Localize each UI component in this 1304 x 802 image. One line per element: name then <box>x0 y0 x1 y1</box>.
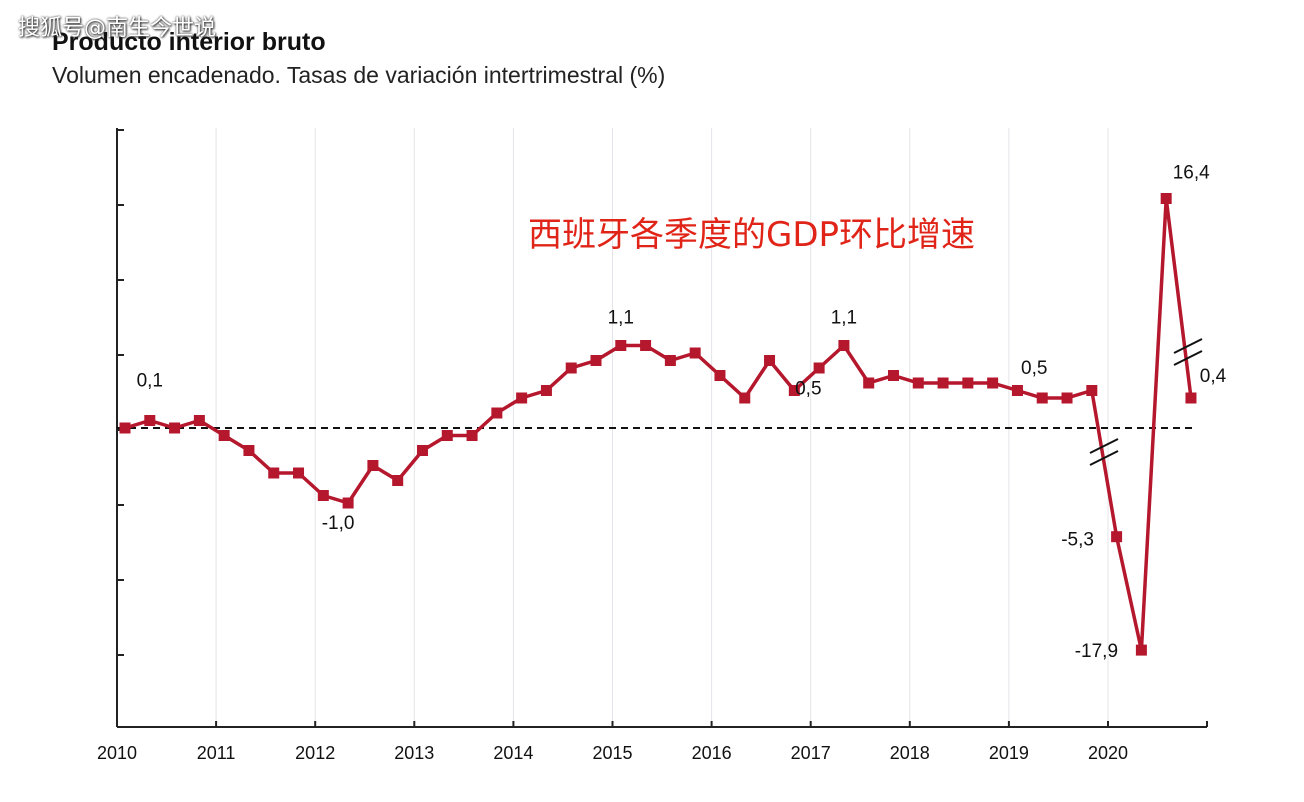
data-point <box>1135 644 1147 656</box>
series-layer <box>117 193 1203 656</box>
data-point <box>317 490 329 501</box>
data-point <box>937 377 949 389</box>
axis-break-mark <box>1089 438 1119 454</box>
chart-subtitle: Volumen encadenado. Tasas de variación i… <box>52 62 666 88</box>
data-point <box>1111 531 1123 543</box>
data-point <box>565 362 577 374</box>
x-tick-label: 2010 <box>97 743 137 763</box>
data-point <box>466 430 478 441</box>
data-point <box>838 340 850 351</box>
data-point <box>441 430 453 441</box>
data-point <box>615 340 627 351</box>
data-point <box>912 377 924 389</box>
x-tick-label: 2014 <box>493 743 533 763</box>
watermark: 搜狐号@南生今世说 <box>18 16 217 41</box>
data-point <box>392 475 404 486</box>
data-point <box>1036 392 1048 404</box>
data-label: 0,5 <box>1021 358 1047 379</box>
data-point <box>516 392 528 404</box>
data-point <box>739 392 751 404</box>
data-point <box>169 422 181 434</box>
data-point <box>689 347 701 359</box>
data-point <box>640 340 652 351</box>
x-tick-label: 2017 <box>791 743 831 763</box>
data-label: -5,3 <box>1061 530 1094 551</box>
data-point <box>1061 392 1073 404</box>
data-point <box>664 355 676 366</box>
data-point <box>1185 392 1197 404</box>
data-point <box>1011 385 1023 396</box>
data-point <box>987 377 999 389</box>
data-point <box>590 355 602 366</box>
x-tick-label: 2015 <box>592 743 632 763</box>
data-point <box>342 497 354 509</box>
data-point <box>1160 193 1172 204</box>
x-tick-label: 2019 <box>989 743 1029 763</box>
data-label: 1,1 <box>831 308 857 329</box>
data-point <box>962 377 974 389</box>
data-point <box>714 370 726 381</box>
data-point <box>1086 385 1098 396</box>
data-point <box>193 415 205 426</box>
data-point <box>887 370 899 381</box>
x-tick-label: 2011 <box>197 743 236 763</box>
chart-title: Producto interior bruto <box>52 28 326 56</box>
data-point <box>863 377 875 389</box>
data-point <box>144 415 156 426</box>
data-label: 16,4 <box>1173 163 1210 184</box>
data-point <box>268 467 280 479</box>
data-label: -17,9 <box>1075 641 1118 662</box>
data-point <box>813 362 825 374</box>
data-point <box>119 422 131 434</box>
data-label: -1,0 <box>322 513 355 534</box>
data-point <box>293 467 305 479</box>
axis-break-mark <box>1089 450 1119 466</box>
x-tick-label: 2013 <box>394 743 434 763</box>
series-line <box>124 196 1193 652</box>
data-label: 0,5 <box>795 379 821 400</box>
axis-break-mark <box>1173 350 1203 366</box>
chart-annotation: 西班牙各季度的GDP环比增速 <box>528 215 975 255</box>
data-label: 0,4 <box>1200 366 1227 387</box>
data-point <box>764 355 776 366</box>
x-tick-label: 2018 <box>890 743 930 763</box>
data-label: 1,1 <box>608 308 634 329</box>
data-point <box>788 385 800 396</box>
data-point <box>416 445 428 456</box>
x-tick-label: 2020 <box>1088 743 1128 763</box>
data-point <box>243 445 255 456</box>
data-point <box>218 430 230 441</box>
x-tick-label: 2012 <box>295 743 335 763</box>
data-point <box>491 407 503 419</box>
label-layer: 0,1 -1,0 1,1 0,5 1,1 0,5 -5,3 -17,9 16,4 0,4 <box>137 163 1227 663</box>
data-point <box>540 385 552 396</box>
x-tick-label: 2016 <box>692 743 732 763</box>
axis-break-mark <box>1173 338 1203 354</box>
data-label: 0,1 <box>137 371 163 392</box>
data-point <box>367 460 379 471</box>
